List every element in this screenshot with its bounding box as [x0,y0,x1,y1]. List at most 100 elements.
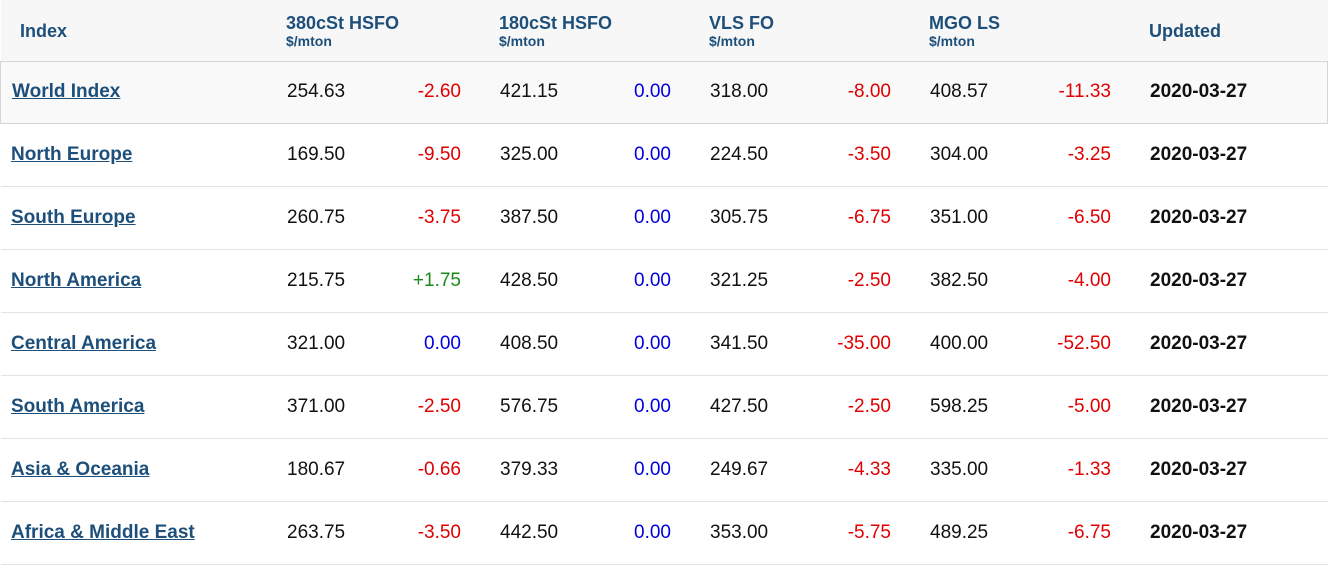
header-mgo-ls: MGO LS $/mton [929,13,1000,49]
table-body: World Index 254.63 -2.60 421.15 0.00 318.00 -8… [0,61,1328,565]
change-vls-fo: -6.75 [847,207,891,228]
change-380cst-hsfo: -9.50 [417,144,461,165]
updated-date: 2020-03-27 [1150,144,1248,165]
updated-date: 2020-03-27 [1150,522,1248,543]
price-180cst-hsfo: 428.50 [500,270,559,291]
table-row: South Europe 260.75 -3.75 387.50 0.00 305.75 -… [1,187,1328,250]
change-380cst-hsfo: -3.50 [417,522,461,543]
change-mgo-ls: -6.75 [1067,522,1111,543]
table-row: North Europe 169.50 -9.50 325.00 0.00 224.50 -… [1,124,1328,187]
change-380cst-hsfo: 0.00 [424,333,461,354]
price-vls-fo: 427.50 [710,396,769,417]
price-vls-fo: 321.25 [710,270,769,291]
price-mgo-ls: 335.00 [930,459,989,480]
table-header: Index 380cSt HSFO $/mton 180cSt HSFO $/m… [1,0,1328,61]
change-180cst-hsfo: 0.00 [634,522,671,543]
header-mgo-ls-unit: $/mton [929,33,975,49]
price-180cst-hsfo: 387.50 [500,207,559,228]
change-vls-fo: -4.33 [847,459,891,480]
change-vls-fo: -2.50 [847,270,891,291]
region-link[interactable]: Asia & Oceania [11,459,150,480]
price-vls-fo: 305.75 [710,207,769,228]
updated-date: 2020-03-27 [1150,459,1248,480]
updated-date: 2020-03-27 [1150,270,1248,291]
price-vls-fo: 353.00 [710,522,769,543]
change-180cst-hsfo: 0.00 [634,333,671,354]
price-180cst-hsfo: 576.75 [500,396,559,417]
price-380cst-hsfo: 371.00 [287,396,346,417]
change-180cst-hsfo: 0.00 [634,459,671,480]
price-380cst-hsfo: 169.50 [287,144,346,165]
header-mgo-ls-label: MGO LS [929,13,1000,33]
region-link[interactable]: World Index [12,81,121,102]
change-180cst-hsfo: 0.00 [634,270,671,291]
change-380cst-hsfo: -2.60 [417,81,461,102]
region-link[interactable]: North America [11,270,142,291]
region-link[interactable]: Central America [11,333,157,354]
change-180cst-hsfo: 0.00 [634,396,671,417]
table-row: South America 371.00 -2.50 576.75 0.00 427.50… [1,376,1328,439]
price-380cst-hsfo: 321.00 [287,333,346,354]
price-vls-fo: 341.50 [710,333,769,354]
price-mgo-ls: 598.25 [930,396,989,417]
change-mgo-ls: -4.00 [1067,270,1111,291]
change-180cst-hsfo: 0.00 [634,207,671,228]
price-380cst-hsfo: 260.75 [287,207,346,228]
header-380cst-hsfo-unit: $/mton [286,33,332,49]
change-vls-fo: -35.00 [837,333,891,354]
header-180cst-hsfo-unit: $/mton [499,33,545,49]
table-row: Africa & Middle East 263.75 -3.50 442.50 0.0… [1,502,1328,565]
price-180cst-hsfo: 442.50 [500,522,559,543]
change-380cst-hsfo: +1.75 [412,270,461,291]
change-mgo-ls: -6.50 [1067,207,1111,228]
updated-date: 2020-03-27 [1150,396,1248,417]
price-vls-fo: 249.67 [710,459,769,480]
updated-date: 2020-03-27 [1150,333,1248,354]
price-380cst-hsfo: 263.75 [287,522,346,543]
table-row: Asia & Oceania 180.67 -0.66 379.33 0.00 249.6… [1,439,1328,502]
price-180cst-hsfo: 408.50 [500,333,559,354]
price-mgo-ls: 351.00 [930,207,989,228]
change-vls-fo: -5.75 [847,522,891,543]
change-380cst-hsfo: -2.50 [417,396,461,417]
price-180cst-hsfo: 421.15 [500,81,559,102]
change-380cst-hsfo: -0.66 [417,459,461,480]
price-vls-fo: 318.00 [710,81,769,102]
change-mgo-ls: -5.00 [1067,396,1111,417]
price-180cst-hsfo: 379.33 [500,459,559,480]
header-vls-fo-label: VLS FO [709,13,775,33]
updated-date: 2020-03-27 [1150,207,1248,228]
change-mgo-ls: -11.33 [1058,81,1111,102]
region-link[interactable]: South Europe [11,207,136,228]
table-row: Central America 321.00 0.00 408.50 0.00 341.5… [1,313,1328,376]
header-180cst-hsfo: 180cSt HSFO $/mton [499,13,612,49]
header-vls-fo: VLS FO $/mton [709,13,774,49]
price-mgo-ls: 489.25 [930,522,989,543]
table-row: World Index 254.63 -2.60 421.15 0.00 318.00 -8… [0,61,1328,124]
price-380cst-hsfo: 254.63 [287,81,346,102]
header-180cst-hsfo-label: 180cSt HSFO [499,13,613,33]
price-380cst-hsfo: 215.75 [287,270,346,291]
header-updated: Updated [1149,21,1221,41]
price-180cst-hsfo: 325.00 [500,144,559,165]
change-180cst-hsfo: 0.00 [634,81,671,102]
region-link[interactable]: North Europe [11,144,133,165]
price-vls-fo: 224.50 [710,144,769,165]
region-link[interactable]: South America [11,396,145,417]
change-180cst-hsfo: 0.00 [634,144,671,165]
price-mgo-ls: 304.00 [930,144,989,165]
updated-date: 2020-03-27 [1150,81,1248,102]
header-380cst-hsfo-label: 380cSt HSFO [286,13,400,33]
change-mgo-ls: -3.25 [1067,144,1111,165]
table-row: North America 215.75 +1.75 428.50 0.00 321.25… [1,250,1328,313]
price-380cst-hsfo: 180.67 [287,459,346,480]
price-mgo-ls: 408.57 [930,81,989,102]
change-380cst-hsfo: -3.75 [417,207,461,228]
region-link[interactable]: Africa & Middle East [11,522,195,543]
header-index: Index [20,21,68,41]
price-mgo-ls: 382.50 [930,270,989,291]
header-vls-fo-unit: $/mton [709,33,755,49]
header-380cst-hsfo: 380cSt HSFO $/mton [286,13,399,49]
change-vls-fo: -2.50 [847,396,891,417]
